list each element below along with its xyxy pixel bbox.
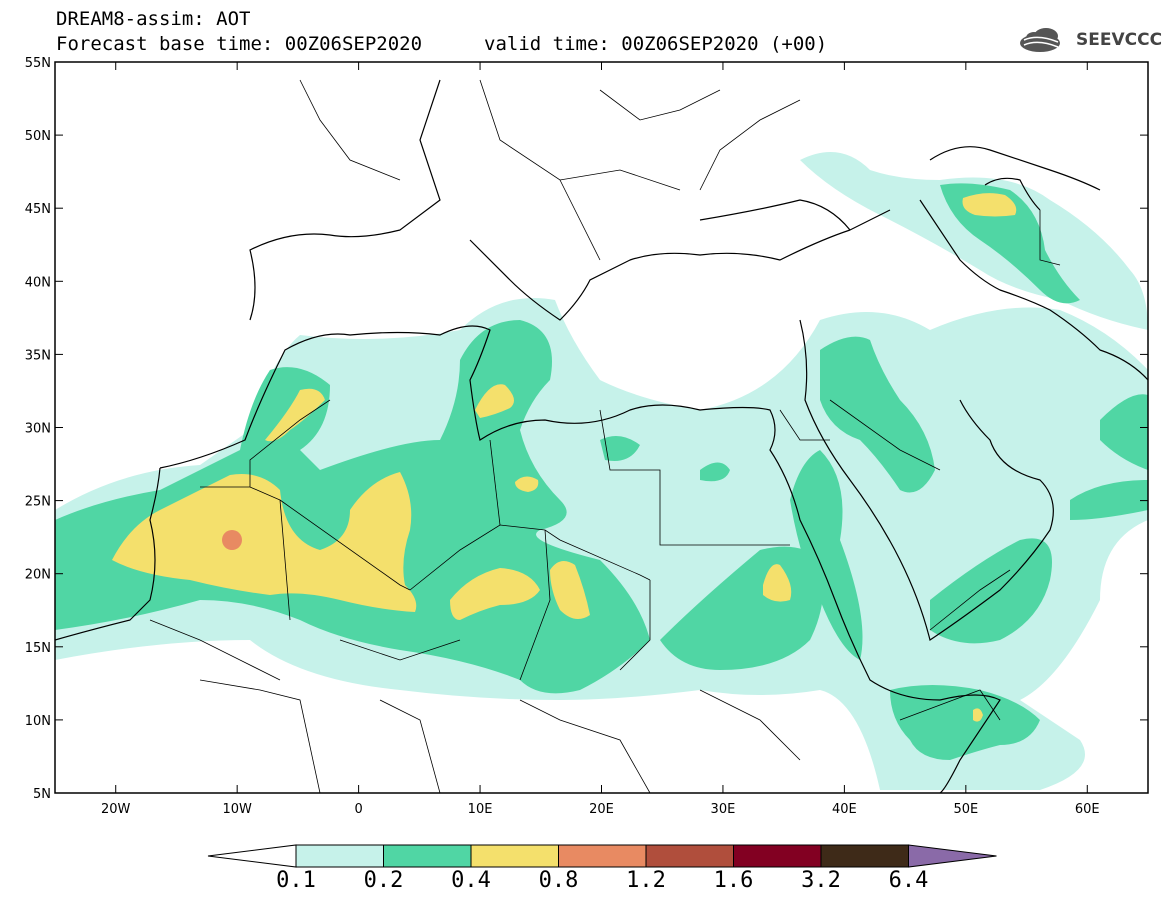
forecast-base-time: Forecast base time: 00Z06SEP2020 xyxy=(56,33,423,55)
lat-label: 40N xyxy=(25,275,51,290)
lat-label: 10N xyxy=(25,714,51,729)
lat-label: 25N xyxy=(25,495,51,510)
colorbar-tick-label: 0.4 xyxy=(451,868,491,893)
colorbar-segment xyxy=(558,844,647,868)
longitude-axis: 20W 10W 0 10E 20E 30E 40E 50E 60E xyxy=(101,62,1100,817)
colorbar-labels: 0.1 0.2 0.4 0.8 1.2 1.6 3.2 6.4 xyxy=(0,868,1165,898)
lon-label: 10W xyxy=(222,802,252,817)
aot-level-0.4 xyxy=(112,193,1017,722)
lon-label: 60E xyxy=(1075,802,1100,817)
lon-label: 10E xyxy=(468,802,493,817)
lon-label: 50E xyxy=(953,802,978,817)
lon-label: 0 xyxy=(354,802,362,817)
lon-label: 20E xyxy=(589,802,614,817)
lat-label: 20N xyxy=(25,568,51,583)
aot-field xyxy=(55,79,1148,793)
lon-label: 40E xyxy=(832,802,857,817)
colorbar-tick-label: 6.4 xyxy=(888,868,929,893)
colorbar-segment xyxy=(820,844,909,868)
logo-text: SEEVCCC xyxy=(1076,30,1163,50)
lat-label: 45N xyxy=(25,202,51,217)
lat-label: 35N xyxy=(25,348,51,363)
lon-label: 30E xyxy=(711,802,736,817)
lat-label: 50N xyxy=(25,129,51,144)
colorbar-segment xyxy=(295,844,384,868)
aot-level-0.8 xyxy=(222,530,242,550)
colorbar-over-triangle xyxy=(908,844,997,868)
lat-label: 5N xyxy=(33,787,51,802)
colorbar-tick-label: 1.6 xyxy=(713,868,754,893)
valid-time: valid time: 00Z06SEP2020 (+00) xyxy=(484,33,828,55)
colorbar-segment xyxy=(645,844,734,868)
borders xyxy=(149,79,1061,793)
lon-label: 20W xyxy=(101,802,131,817)
latitude-axis: 55N 50N 45N 40N 35N 30N 25N 20N 15N 10N 5N xyxy=(25,56,1148,802)
colorbar-segment xyxy=(733,844,822,868)
colorbar-tick-label: 0.1 xyxy=(276,868,316,893)
lat-label: 55N xyxy=(25,56,51,71)
colorbar-tick-label: 3.2 xyxy=(801,868,841,893)
colorbar-tick-label: 0.2 xyxy=(363,868,404,893)
colorbar-tick-label: 1.2 xyxy=(626,868,666,893)
lat-label: 15N xyxy=(25,641,51,656)
coastlines xyxy=(55,79,1148,793)
colorbar-under-triangle xyxy=(207,844,297,868)
colorbar xyxy=(207,844,997,868)
colorbar-segment xyxy=(383,844,472,868)
lat-label: 30N xyxy=(25,422,51,437)
colorbar-tick-label: 0.8 xyxy=(538,868,579,893)
colorbar-segment xyxy=(470,844,559,868)
cloud-icon xyxy=(1020,28,1060,52)
seevccc-logo xyxy=(1020,28,1060,52)
map-title: DREAM8-assim: AOT xyxy=(56,8,251,30)
